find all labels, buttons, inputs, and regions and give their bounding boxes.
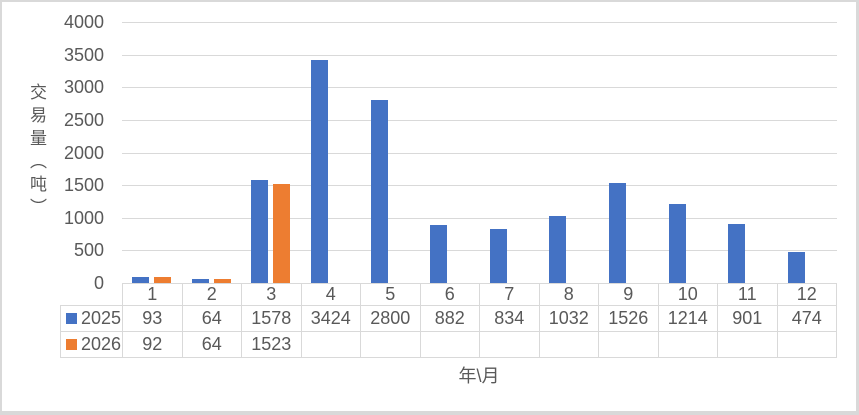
value-cell-2026-m11 [717,331,778,358]
y-tick-label-1000: 1000 [63,207,104,228]
y-axis-title: 交易量（吨） [27,83,46,221]
month-header-10: 10 [657,283,718,306]
y-tick-label-2000: 2000 [63,142,104,163]
bar-2025-m3[interactable] [251,180,269,283]
month-header-9: 9 [598,283,659,306]
bar-2025-m6[interactable] [430,225,448,283]
month-header-12: 12 [776,283,837,306]
month-header-5: 5 [360,283,421,306]
legend-label-2025: 2025 [81,308,122,328]
x-axis-title: 年\月 [458,366,500,386]
value-cell-2026-m3: 1523 [241,331,302,358]
month-header-8: 8 [538,283,599,306]
bar-2025-m5[interactable] [370,100,388,283]
value-cell-2025-m7: 834 [479,305,540,332]
value-cell-2025-m12: 474 [776,305,837,332]
bar-2026-m1[interactable] [154,276,172,283]
value-cell-2026-m1: 92 [122,331,183,358]
value-cell-2025-m1: 93 [122,305,183,332]
value-cell-2025-m10: 1214 [657,305,718,332]
legend-swatch-2026 [66,339,77,350]
bar-2025-m11[interactable] [728,224,746,283]
value-cell-2026-m12 [776,331,837,358]
month-header-3: 3 [241,283,302,306]
value-cell-2026-m7 [479,331,540,358]
value-cell-2025-m8: 1032 [538,305,599,332]
bar-2025-m9[interactable] [608,183,626,283]
value-cell-2026-m8 [538,331,599,358]
value-cell-2026-m5 [360,331,421,358]
y-tick-label-500: 500 [73,240,104,261]
y-tick-label-1500: 1500 [63,175,104,196]
month-header-2: 2 [181,283,242,306]
gridline-2500 [122,119,837,121]
gridline-4000 [122,22,837,23]
month-header-6: 6 [419,283,480,306]
legend-label-2026: 2026 [81,334,122,354]
gridline-3000 [122,87,837,89]
y-tick-label-0: 0 [93,273,104,293]
legend-swatch-2025 [66,313,77,324]
value-cell-2026-m2: 64 [181,331,242,358]
value-cell-2025-m5: 2800 [360,305,421,332]
gridline-1000 [122,217,837,219]
bar-2025-m7[interactable] [489,228,507,283]
series-row-2025: 2025 93 64 1578 3424 2800 882 834 1032 1526 1214 90… [60,305,837,332]
value-cell-2026-m6 [419,331,480,358]
bar-2025-m8[interactable] [549,215,567,283]
month-header-7: 7 [479,283,540,306]
gridline-3500 [122,54,837,56]
value-cell-2026-m4 [300,331,361,358]
y-tick-label-3000: 3000 [63,77,104,98]
bar-2025-m10[interactable] [668,203,686,283]
month-header-11: 11 [717,283,778,306]
bar-2025-m4[interactable] [311,59,329,283]
value-cell-2026-m10 [657,331,718,358]
bar-2026-m2[interactable] [213,278,231,283]
value-cell-2025-m11: 901 [717,305,778,332]
gridline-2000 [122,152,837,154]
legend-cell-2026[interactable]: 2026 [60,331,123,358]
value-cell-2025-m2: 64 [181,305,242,332]
data-table: 1 2 3 4 5 6 7 8 9 10 11 12 2025 93 64 1578 3424 2800 882 83… [60,283,837,358]
y-tick-label-3500: 3500 [63,44,104,65]
legend-cell-2025[interactable]: 2025 [60,305,123,332]
bar-2025-m1[interactable] [132,276,150,283]
y-tick-label-2500: 2500 [63,109,104,130]
y-tick-label-4000: 4000 [63,12,104,32]
bar-2025-m12[interactable] [787,252,805,283]
month-header-4: 4 [300,283,361,306]
table-corner-cell [61,284,123,306]
gridline-1500 [122,185,837,187]
month-header-1: 1 [122,283,183,306]
value-cell-2025-m6: 882 [419,305,480,332]
series-row-2026: 2026 92 64 1523 [60,331,837,358]
bar-2026-m3[interactable] [273,183,291,283]
plot-area [122,22,837,283]
value-cell-2025-m4: 3424 [300,305,361,332]
gridline-500 [122,250,837,252]
bar-2025-m2[interactable] [191,278,209,283]
value-cell-2025-m9: 1526 [598,305,659,332]
month-header-row: 1 2 3 4 5 6 7 8 9 10 11 12 [61,283,837,306]
y-axis-tick-labels: 0 500 1000 1500 2000 2500 3000 3500 4000 [42,2,104,293]
value-cell-2026-m9 [598,331,659,358]
value-cell-2025-m3: 1578 [241,305,302,332]
